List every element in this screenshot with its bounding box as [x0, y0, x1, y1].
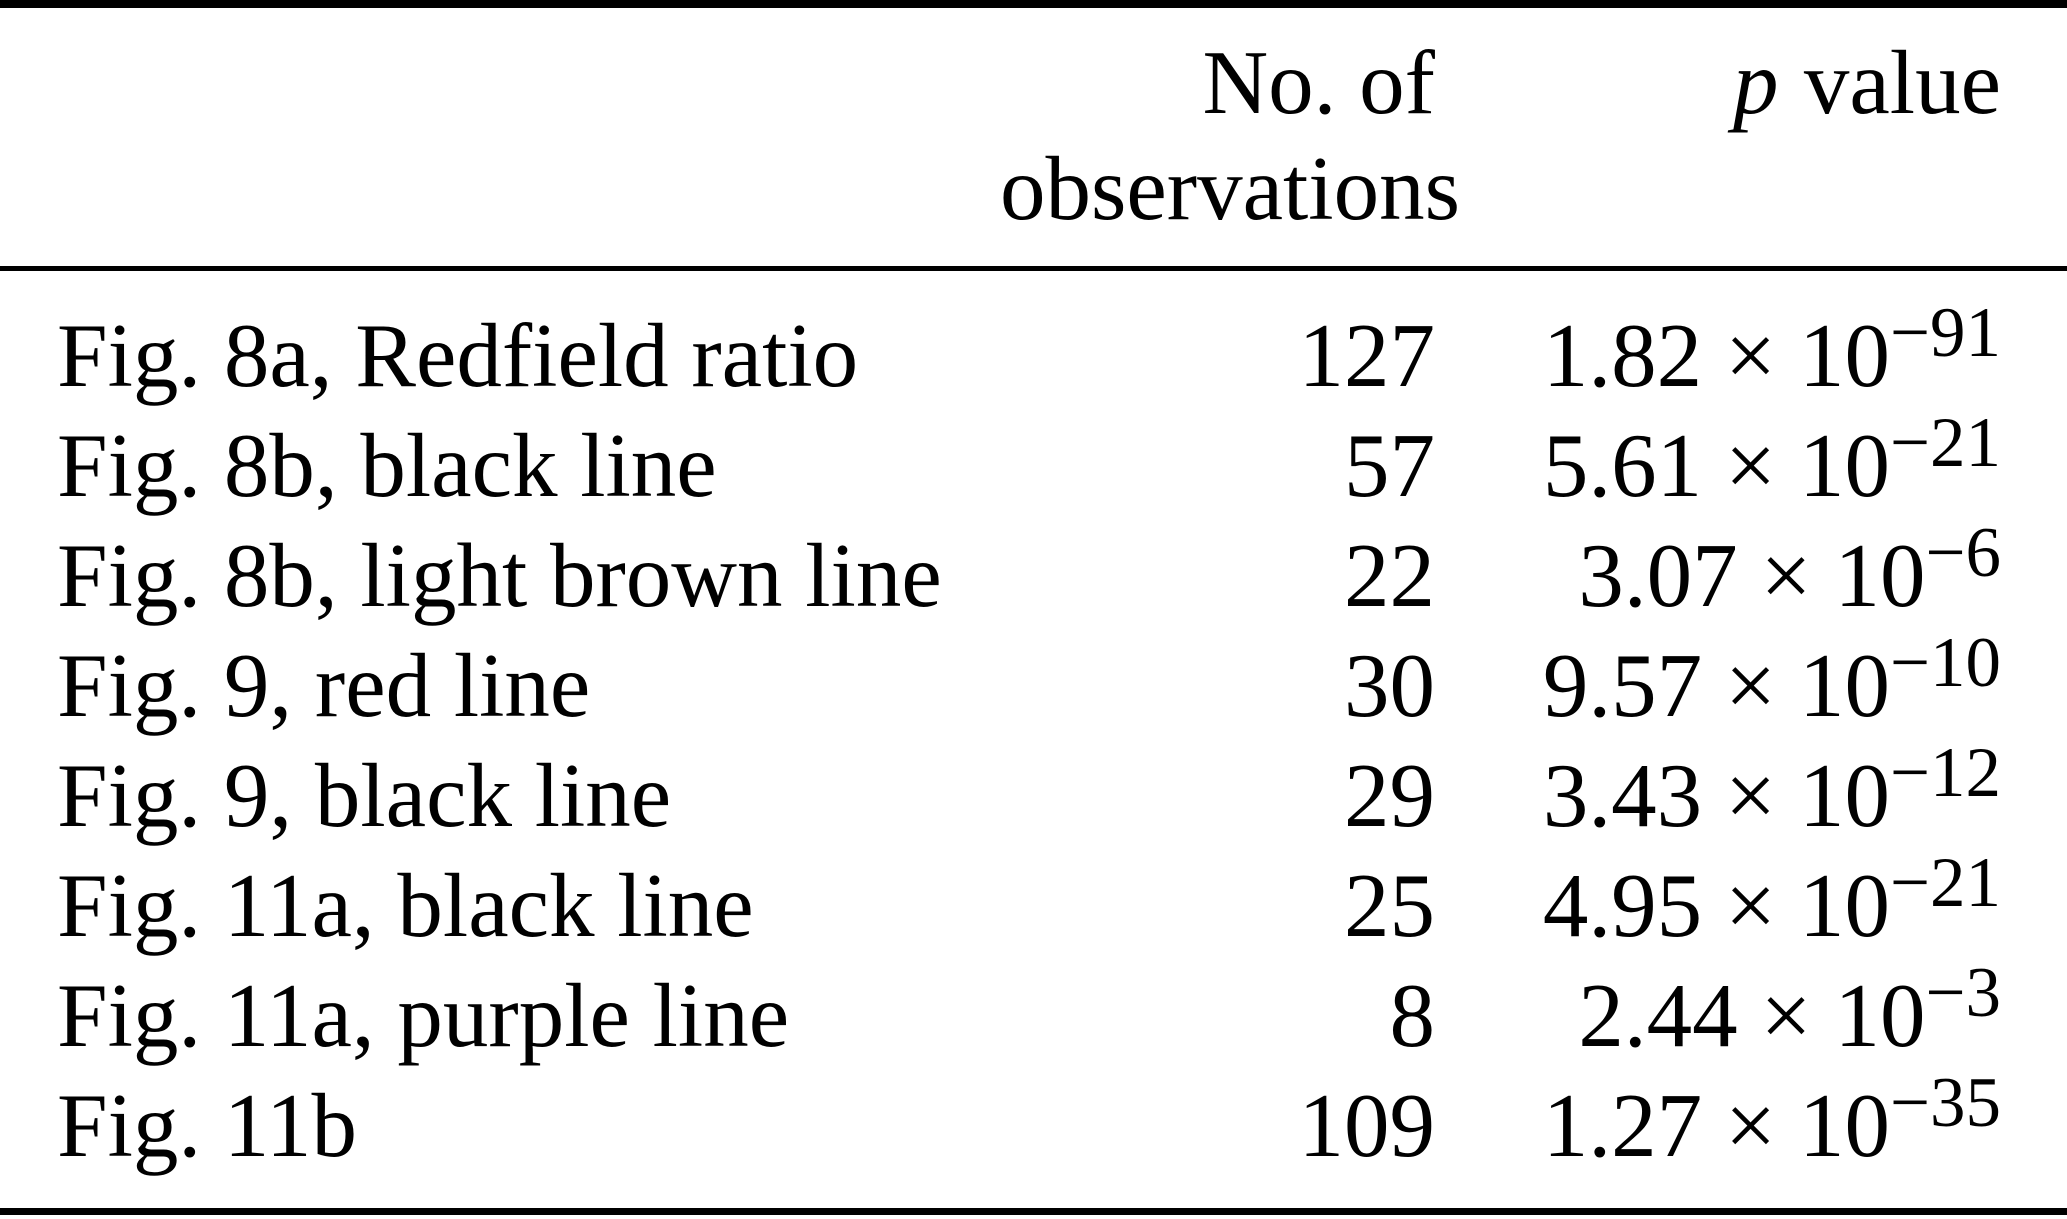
row-observations: 25 — [1344, 855, 1435, 956]
p-exponent: −21 — [1890, 844, 2001, 923]
header-observations-cell: No. of observations — [1000, 30, 1460, 266]
p-coefficient: 3.43 — [1542, 745, 1703, 846]
row-observations: 57 — [1344, 415, 1435, 516]
table-top-rule — [0, 0, 2067, 8]
row-observations: 22 — [1344, 525, 1435, 626]
header-spacer-cell — [0, 30, 1000, 266]
p-symbol: p — [1732, 32, 1779, 133]
row-p-value: 9.57 × 10−10 — [1445, 628, 2067, 741]
table-bottom-rule — [0, 1208, 2067, 1215]
times-ten: × 10 — [1702, 415, 1890, 516]
row-p-value: 1.27 × 10−35 — [1445, 1068, 2067, 1181]
times-ten: × 10 — [1702, 855, 1890, 956]
table-row: Fig. 8a, Redfield ratio 127 1.82 × 10−91 — [0, 298, 2067, 411]
times-ten: × 10 — [1702, 745, 1890, 846]
row-observations: 30 — [1344, 635, 1435, 736]
p-coefficient: 1.82 — [1542, 305, 1703, 406]
table-body: Fig. 8a, Redfield ratio 127 1.82 × 10−91… — [0, 271, 2067, 1208]
row-p-value: 2.44 × 10−3 — [1445, 958, 2067, 1071]
times-ten: × 10 — [1737, 525, 1926, 626]
times-ten: × 10 — [1702, 305, 1890, 406]
p-value-label: value — [1803, 32, 2001, 133]
table-row: Fig. 11a, black line 25 4.95 × 10−21 — [0, 848, 2067, 961]
times-ten: × 10 — [1702, 635, 1890, 736]
p-exponent: −21 — [1890, 404, 2001, 483]
table-row: Fig. 11a, purple line 8 2.44 × 10−3 — [0, 958, 2067, 1071]
p-coefficient: 9.57 — [1542, 635, 1703, 736]
row-observations: 8 — [1389, 965, 1436, 1066]
table-header-rule — [0, 266, 2067, 271]
row-observations: 109 — [1298, 1075, 1436, 1176]
row-p-value: 3.07 × 10−6 — [1445, 518, 2067, 631]
table-row: Fig. 8b, black line 57 5.61 × 10−21 — [0, 408, 2067, 521]
p-coefficient: 4.95 — [1542, 855, 1703, 956]
p-exponent: −10 — [1890, 624, 2001, 703]
p-exponent: −12 — [1890, 734, 2001, 813]
table-row: Fig. 11b 109 1.27 × 10−35 — [0, 1068, 2067, 1181]
p-exponent: −3 — [1925, 954, 2001, 1033]
row-label: Fig. 9, black line — [57, 745, 672, 846]
row-label: Fig. 8a, Redfield ratio — [57, 305, 859, 406]
p-coefficient: 1.27 — [1542, 1075, 1703, 1176]
header-observations-line2: observations — [1000, 138, 1460, 239]
table-header-row: No. of observations p value — [0, 8, 2067, 266]
row-p-value: 3.43 × 10−12 — [1445, 738, 2067, 851]
p-exponent: −91 — [1890, 294, 2001, 373]
header-observations-line1: No. of — [1202, 32, 1435, 133]
p-coefficient: 3.07 — [1578, 525, 1738, 626]
row-label: Fig. 8b, black line — [57, 415, 717, 516]
p-coefficient: 2.44 — [1578, 965, 1738, 1066]
p-exponent: −6 — [1925, 514, 2001, 593]
row-p-value: 5.61 × 10−21 — [1445, 408, 2067, 521]
row-label: Fig. 11a, black line — [57, 855, 754, 956]
table-row: Fig. 9, red line 30 9.57 × 10−10 — [0, 628, 2067, 741]
p-exponent: −35 — [1890, 1064, 2001, 1143]
row-p-value: 1.82 × 10−91 — [1445, 298, 2067, 411]
times-ten: × 10 — [1737, 965, 1926, 1066]
times-ten: × 10 — [1702, 1075, 1890, 1176]
row-label: Fig. 11a, purple line — [57, 965, 790, 1066]
row-label: Fig. 11b — [57, 1075, 358, 1176]
p-coefficient: 5.61 — [1542, 415, 1703, 516]
header-p-value-cell: p value — [1445, 30, 2067, 136]
table-row: Fig. 9, black line 29 3.43 × 10−12 — [0, 738, 2067, 851]
row-observations: 29 — [1344, 745, 1435, 846]
row-p-value: 4.95 × 10−21 — [1445, 848, 2067, 961]
row-observations: 127 — [1298, 305, 1436, 406]
row-label: Fig. 8b, light brown line — [57, 525, 942, 626]
table-row: Fig. 8b, light brown line 22 3.07 × 10−6 — [0, 518, 2067, 631]
row-label: Fig. 9, red line — [57, 635, 591, 736]
